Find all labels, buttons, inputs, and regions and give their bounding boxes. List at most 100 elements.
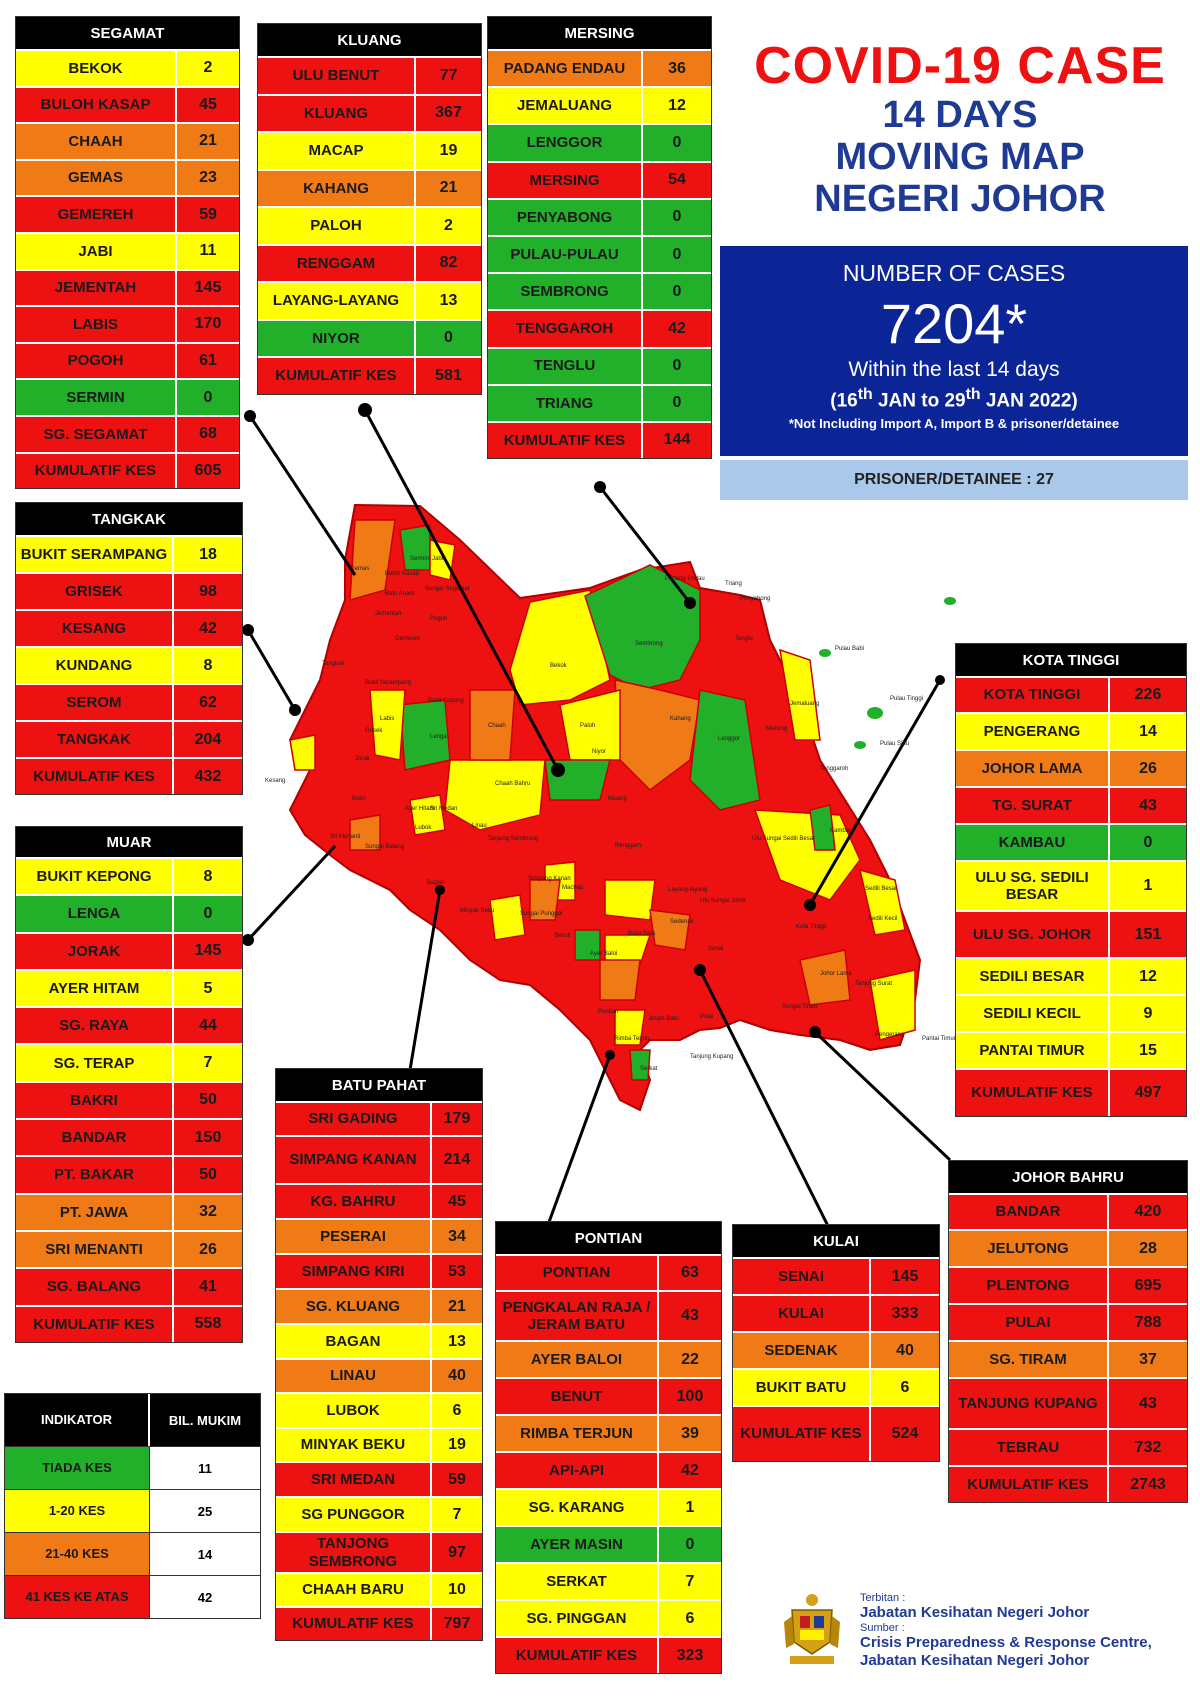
title-line-3: MOVING MAP: [835, 136, 1085, 178]
mukim-row: TANJONG SEMBRONG 97: [276, 1531, 482, 1572]
mukim-name: BANDAR: [16, 1120, 174, 1156]
mukim-name: SERMIN: [16, 380, 177, 415]
mukim-name: LENGGOR: [488, 125, 643, 161]
indicator-row: 41 KES KE ATAS 42: [5, 1575, 260, 1618]
mukim-cases: 77: [416, 58, 481, 94]
mukim-name: RIMBA TERJUN: [496, 1416, 659, 1451]
mukim-cases: 7: [174, 1045, 242, 1081]
mukim-name: KUMULATIF KES: [16, 453, 177, 489]
district-table-kulai: KULAI SENAI 145 KULAI 333 SEDENAK 40 BUKIT BATU…: [732, 1224, 940, 1462]
mukim-cases: 226: [1110, 678, 1186, 712]
map-place-label: Bukit Kepong: [428, 698, 464, 704]
map-place-label: Ulu Sungai Sedili Besar: [752, 836, 815, 842]
mukim-cases: 497: [1110, 1070, 1186, 1116]
mukim-name: KUMULATIF KES: [488, 422, 643, 459]
mukim-name: SIMPANG KIRI: [276, 1255, 432, 1288]
mukim-row: TENGLU 0: [488, 346, 711, 384]
mukim-name: JABI: [16, 233, 177, 269]
map-place-label: Renggam: [615, 843, 641, 849]
mukim-cases: 13: [432, 1325, 482, 1358]
mukim-cases: 44: [174, 1008, 242, 1044]
mukim-name: LABIS: [16, 307, 177, 342]
mukim-name: TENGGAROH: [488, 311, 643, 347]
mukim-name: SG. SEGAMAT: [16, 416, 177, 452]
map-place-label: Kambau: [830, 828, 852, 834]
mukim-name: PESERAI: [276, 1220, 432, 1253]
mukim-row: BEKOK 2: [16, 49, 239, 86]
mukim-cases: 42: [643, 311, 711, 347]
map-place-label: Jorak: [355, 756, 371, 762]
map-place-label: Buloh Kasap: [385, 571, 420, 577]
mukim-name: LENGA: [16, 896, 174, 932]
mukim-name: RENGGAM: [258, 245, 416, 281]
mukim-row: API-API 42: [496, 1451, 721, 1488]
cases-summary-box: NUMBER OF CASES 7204* Within the last 14…: [720, 246, 1188, 456]
mukim-cases: 0: [643, 274, 711, 310]
mukim-name: TEBRAU: [949, 1430, 1109, 1465]
mukim-row: KAMBAU 0: [956, 823, 1186, 860]
mukim-name: TENGLU: [488, 348, 643, 384]
mukim-cases: 42: [659, 1453, 721, 1488]
district-header: SEGAMAT: [16, 17, 239, 49]
mukim-cases: 19: [416, 133, 481, 169]
mukim-name: PENGKALAN RAJA / JERAM BATU: [496, 1292, 659, 1340]
mukim-name: JOHOR LAMA: [956, 751, 1110, 786]
mukim-name: KUMULATIF KES: [949, 1467, 1109, 1502]
mukim-name: CHAAH: [16, 124, 177, 159]
mukim-name: API-API: [496, 1453, 659, 1488]
indicator-row: 1-20 KES 25: [5, 1489, 260, 1532]
indicator-level: 41 KES KE ATAS: [5, 1576, 150, 1618]
mukim-cases: 179: [432, 1103, 482, 1135]
map-place-label: Lenga: [430, 734, 447, 740]
mukim-name: SEMBRONG: [488, 274, 643, 310]
mukim-row: BUKIT KEPONG 8: [16, 857, 242, 895]
mukim-name: PLENTONG: [949, 1268, 1109, 1303]
mukim-cases: 150: [174, 1120, 242, 1156]
map-place-label: Lenggor: [718, 736, 740, 742]
mukim-cases: 21: [432, 1290, 482, 1323]
mukim-cases: 558: [174, 1306, 242, 1342]
map-place-label: Machap: [562, 885, 584, 891]
mukim-row: SEROM 62: [16, 683, 242, 720]
mukim-row: RIMBA TERJUN 39: [496, 1414, 721, 1451]
mukim-name: TG. SURAT: [956, 788, 1110, 823]
mukim-row: PALOH 2: [258, 206, 481, 244]
map-place-label: Tanjung Kupang: [690, 1054, 733, 1060]
mukim-cases: 323: [659, 1638, 721, 1673]
mukim-row: PT. BAKAR 50: [16, 1155, 242, 1193]
mukim-cases: 34: [432, 1220, 482, 1253]
mukim-row: SG. TERAP 7: [16, 1043, 242, 1081]
map-place-label: Pulau Tinggi: [890, 696, 923, 702]
mukim-row: SG. KLUANG 21: [276, 1288, 482, 1323]
map-place-label: Tenglu: [735, 636, 753, 642]
mukim-name: SEROM: [16, 685, 174, 720]
mukim-cases: 2743: [1109, 1467, 1187, 1502]
mukim-cases: 204: [174, 722, 242, 757]
map-place-label: Benut: [555, 933, 571, 939]
map-place-label: Ulu Sungai Johor: [700, 898, 746, 904]
mukim-row: LUBOK 6: [276, 1392, 482, 1427]
mukim-name: MACAP: [258, 133, 416, 169]
map-place-label: Tanjung Sembrong: [488, 836, 538, 842]
mukim-cases: 61: [177, 343, 239, 379]
mukim-name: PULAU-PULAU: [488, 236, 643, 273]
terbitan-value: Jabatan Kesihatan Negeri Johor: [860, 1604, 1090, 1621]
district-header: KLUANG: [258, 24, 481, 56]
mukim-name: SG. RAYA: [16, 1008, 174, 1044]
mukim-name: BAGAN: [276, 1325, 432, 1358]
mukim-cases: 0: [643, 199, 711, 235]
mukim-name: PENYABONG: [488, 199, 643, 235]
mukim-row: BAKRI 50: [16, 1080, 242, 1119]
mukim-row: BANDAR 420: [949, 1193, 1187, 1229]
sumber-line-2: Jabatan Kesihatan Negeri Johor: [860, 1652, 1090, 1669]
map-place-label: Pulau Babi: [835, 646, 864, 652]
mukim-name: GEMEREH: [16, 197, 177, 232]
mukim-row: SRI MENANTI 26: [16, 1229, 242, 1268]
map-place-label: Serkat: [640, 1066, 658, 1072]
mukim-name: BUKIT BATU: [733, 1370, 871, 1405]
mukim-name: BUKIT KEPONG: [16, 859, 174, 895]
mukim-row: KOTA TINGGI 226: [956, 676, 1186, 712]
mukim-row: BULOH KASAP 45: [16, 85, 239, 123]
mukim-cases: 26: [1110, 751, 1186, 786]
mukim-name: PONTIAN: [496, 1256, 659, 1290]
